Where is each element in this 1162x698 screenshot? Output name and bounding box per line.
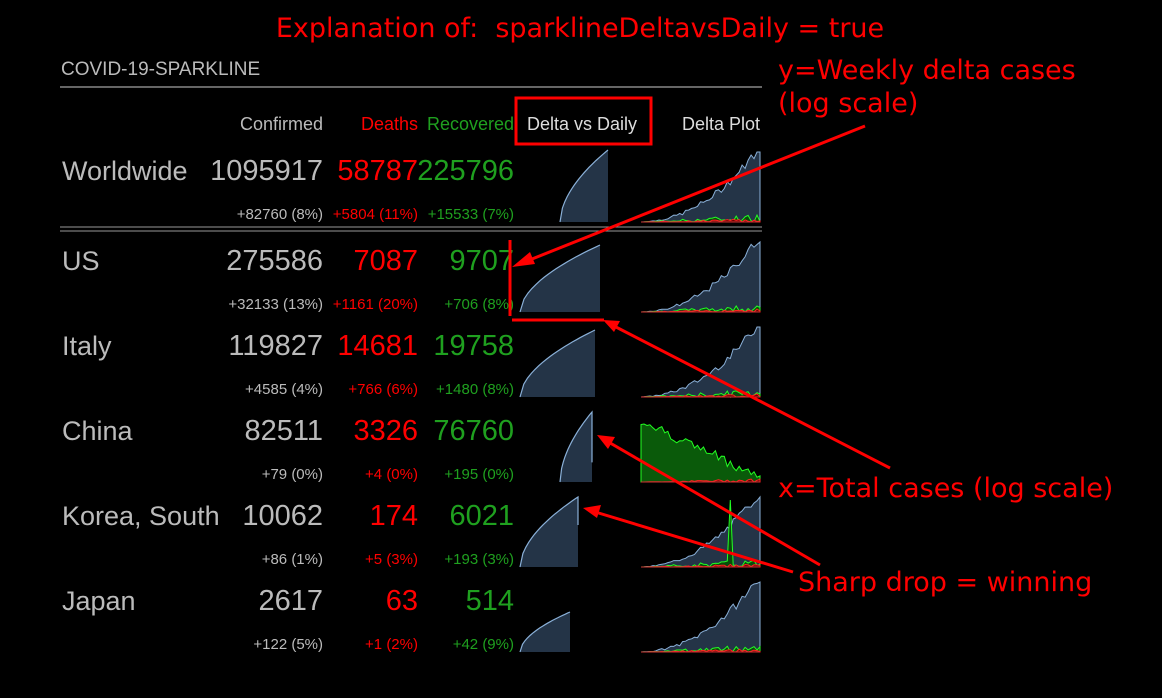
confirmed: 82511 [245,415,324,447]
delta-sparkline [520,330,595,397]
annotation-marks [508,96,891,574]
y-note: y=Weekly delta cases [778,55,1076,86]
delta-sparkline-line [519,244,601,313]
confirmed-change: +86 (1%) [262,551,323,568]
recovered: 76760 [433,415,514,447]
delta-sparkline-line [559,410,593,483]
delta-sparkline-line [519,611,571,653]
annotation-title: Explanation of: sparklineDeltavsDaily = … [276,13,884,44]
recovered-change: +706 (8%) [444,296,514,313]
delta-sparkline [520,245,600,312]
country: US [62,246,100,276]
y-note: (log scale) [778,88,918,119]
arrow-line [591,509,794,574]
deaths: 174 [370,500,418,532]
delta-sparkline-line [559,149,609,223]
delta-plot-confirmed [640,326,761,398]
x-note: x=Total cases (log scale) [778,473,1113,504]
delta-sparkline [520,612,570,652]
confirmed: 10062 [242,500,323,532]
arrowhead [603,320,620,332]
delta-sparkline [560,150,608,222]
column-header: Confirmed [240,114,323,134]
country: Worldwide [62,156,188,186]
confirmed: 119827 [228,330,323,362]
column-header: Recovered [427,114,514,134]
confirmed-change: +79 (0%) [262,466,323,483]
deaths-change: +1161 (20%) [333,296,418,313]
delta-sparkline [520,497,578,567]
recovered: 225796 [417,155,514,187]
deaths: 14681 [337,330,418,362]
recovered-change: +15533 (7%) [428,206,514,223]
arrow-line [604,438,821,567]
arrowhead [583,505,601,518]
column-header: Delta Plot [682,114,760,134]
deaths: 3326 [353,415,418,447]
arrow-line [611,323,891,470]
country: Japan [62,586,136,616]
deaths-change: +5804 (11%) [333,206,418,223]
deaths-change: +1 (2%) [365,636,418,653]
recovered-change: +195 (0%) [444,466,514,483]
delta-plot-recovered [640,423,761,483]
country: Italy [62,331,112,361]
confirmed: 1095917 [210,155,323,187]
delta-plot-confirmed [640,581,761,653]
deaths: 63 [386,585,418,617]
column-header: Deaths [361,114,418,134]
deaths-change: +4 (0%) [365,466,418,483]
country: Korea, South [62,501,220,531]
recovered-change: +42 (9%) [453,636,514,653]
recovered-change: +1480 (8%) [436,381,514,398]
delta-sparkline [560,412,592,482]
delta-sparkline-line [519,329,596,398]
drop-note: Sharp drop = winning [798,567,1092,598]
confirmed-change: +122 (5%) [253,636,323,653]
deaths-change: +766 (6%) [348,381,418,398]
delta-plot-confirmed [640,151,761,223]
confirmed: 2617 [258,585,323,617]
recovered-change: +193 (3%) [444,551,514,568]
delta-plot-deaths [641,218,761,223]
arrowheads [512,252,620,518]
recovered: 19758 [433,330,514,362]
recovered: 514 [466,585,514,617]
arrowhead [597,435,615,449]
arrowhead [512,252,535,267]
recovered: 9707 [449,245,514,277]
recovered: 6021 [449,500,514,532]
confirmed-change: +32133 (13%) [228,296,323,313]
rows: Worldwide 1095917 58787 225796 +82760 (8%) +5… [62,149,761,653]
module-title: COVID-19-SPARKLINE [61,59,260,80]
country: China [62,416,134,446]
delta-plot-confirmed [640,240,761,313]
delta-sparkline-line [519,495,579,568]
confirmed-change: +4585 (4%) [245,381,323,398]
confirmed: 275586 [226,245,323,277]
confirmed-change: +82760 (8%) [237,206,323,223]
arrow-line [521,124,866,265]
deaths: 58787 [337,155,418,187]
highlight-box [514,96,653,146]
deaths-change: +5 (3%) [365,551,418,568]
column-header: Delta vs Daily [527,114,637,134]
deaths: 7087 [353,245,418,277]
